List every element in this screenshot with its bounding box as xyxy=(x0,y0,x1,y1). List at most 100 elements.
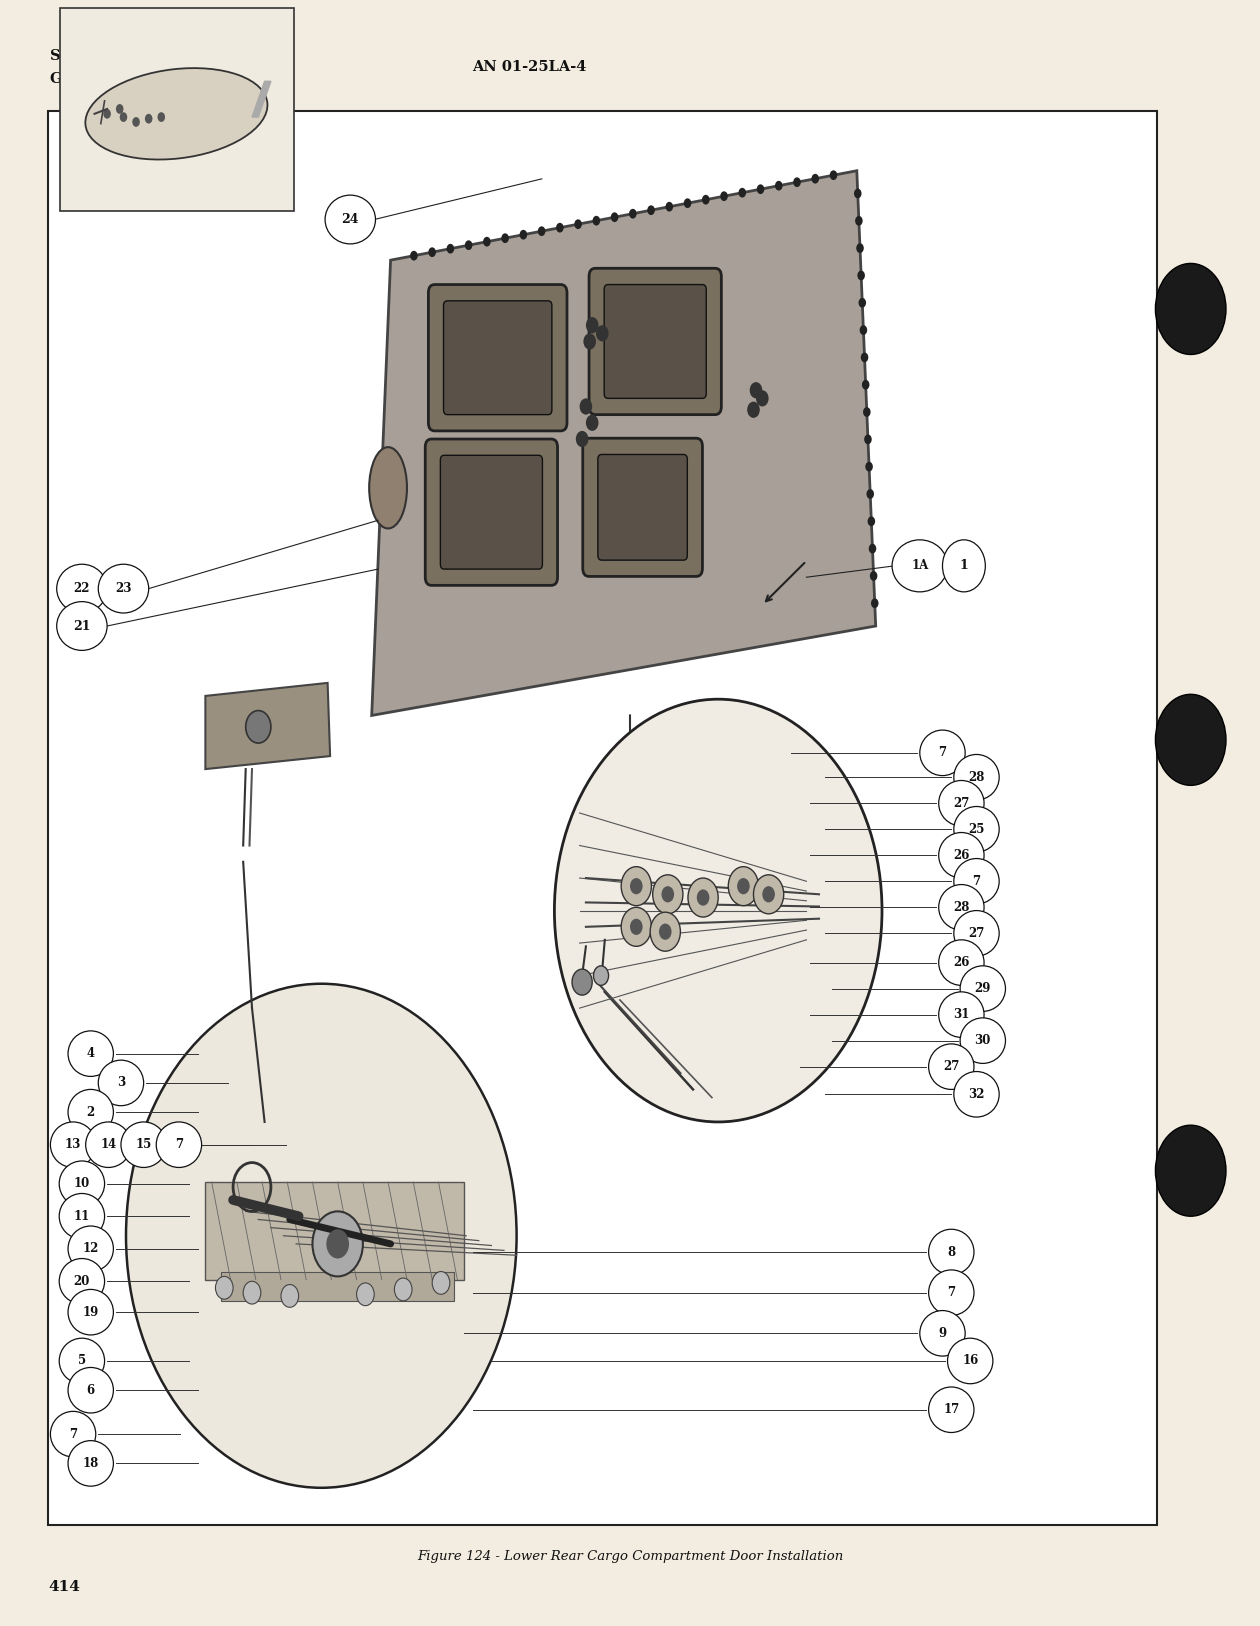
Circle shape xyxy=(629,208,636,218)
Ellipse shape xyxy=(86,68,267,159)
Circle shape xyxy=(1155,694,1226,785)
Circle shape xyxy=(861,353,868,363)
Circle shape xyxy=(854,189,862,198)
Ellipse shape xyxy=(948,1338,993,1384)
Circle shape xyxy=(867,489,874,499)
Text: 30: 30 xyxy=(975,1034,990,1047)
Circle shape xyxy=(621,867,651,906)
Ellipse shape xyxy=(954,1072,999,1117)
Circle shape xyxy=(596,325,609,341)
Ellipse shape xyxy=(920,1311,965,1356)
Bar xyxy=(220,1272,454,1301)
Circle shape xyxy=(753,875,784,914)
Text: 9: 9 xyxy=(939,1327,946,1340)
Text: 6: 6 xyxy=(87,1384,94,1397)
Ellipse shape xyxy=(929,1270,974,1315)
Circle shape xyxy=(158,112,165,122)
Circle shape xyxy=(126,984,517,1488)
Text: 21: 21 xyxy=(73,620,91,633)
Text: Section II: Section II xyxy=(50,49,131,63)
Circle shape xyxy=(611,213,619,223)
Circle shape xyxy=(132,117,140,127)
Circle shape xyxy=(859,325,867,335)
Text: 7: 7 xyxy=(69,1428,77,1441)
Circle shape xyxy=(312,1211,363,1276)
Ellipse shape xyxy=(939,833,984,878)
Text: 4: 4 xyxy=(87,1047,94,1060)
Circle shape xyxy=(580,398,592,415)
Bar xyxy=(60,8,294,211)
Circle shape xyxy=(829,171,837,180)
Ellipse shape xyxy=(68,1031,113,1076)
Circle shape xyxy=(811,174,819,184)
Text: 13: 13 xyxy=(66,1138,81,1151)
Ellipse shape xyxy=(86,1122,131,1167)
Ellipse shape xyxy=(50,1411,96,1457)
Text: 15: 15 xyxy=(136,1138,151,1151)
Circle shape xyxy=(653,875,683,914)
FancyBboxPatch shape xyxy=(590,268,721,415)
Circle shape xyxy=(863,406,871,416)
Circle shape xyxy=(554,699,882,1122)
Text: 26: 26 xyxy=(954,849,969,862)
Text: 28: 28 xyxy=(954,901,969,914)
Text: 16: 16 xyxy=(963,1354,978,1367)
Circle shape xyxy=(794,177,801,187)
Circle shape xyxy=(465,241,472,250)
Circle shape xyxy=(621,907,651,946)
Circle shape xyxy=(575,220,582,229)
Circle shape xyxy=(866,462,873,472)
Text: 26: 26 xyxy=(954,956,969,969)
Text: 14: 14 xyxy=(101,1138,116,1151)
Ellipse shape xyxy=(939,992,984,1037)
Circle shape xyxy=(116,104,123,114)
Circle shape xyxy=(856,216,863,226)
Circle shape xyxy=(868,517,876,527)
Ellipse shape xyxy=(68,1367,113,1413)
Circle shape xyxy=(215,1276,233,1299)
Text: 11: 11 xyxy=(74,1210,89,1223)
Ellipse shape xyxy=(59,1338,105,1384)
Ellipse shape xyxy=(59,1161,105,1206)
Text: Figure 124 - Lower Rear Cargo Compartment Door Installation: Figure 124 - Lower Rear Cargo Compartmen… xyxy=(417,1550,843,1563)
Ellipse shape xyxy=(156,1122,202,1167)
Text: 24: 24 xyxy=(341,213,359,226)
Circle shape xyxy=(869,571,877,580)
Circle shape xyxy=(583,333,596,350)
Circle shape xyxy=(688,878,718,917)
Ellipse shape xyxy=(939,885,984,930)
Text: 1: 1 xyxy=(960,559,968,572)
Polygon shape xyxy=(252,81,271,117)
Ellipse shape xyxy=(98,1060,144,1106)
FancyBboxPatch shape xyxy=(605,285,706,398)
Circle shape xyxy=(750,382,762,398)
Bar xyxy=(48,111,1157,1525)
Text: 23: 23 xyxy=(115,582,132,595)
Circle shape xyxy=(721,192,728,202)
Circle shape xyxy=(243,1281,261,1304)
Ellipse shape xyxy=(939,940,984,985)
Text: 31: 31 xyxy=(954,1008,969,1021)
Circle shape xyxy=(757,184,765,193)
FancyBboxPatch shape xyxy=(426,439,557,585)
Circle shape xyxy=(572,969,592,995)
Text: 17: 17 xyxy=(944,1403,959,1416)
Bar xyxy=(205,1182,464,1280)
Text: 22: 22 xyxy=(73,582,91,595)
Text: 3: 3 xyxy=(117,1076,125,1089)
Ellipse shape xyxy=(942,540,985,592)
Circle shape xyxy=(246,711,271,743)
Text: 7: 7 xyxy=(948,1286,955,1299)
Polygon shape xyxy=(205,683,330,769)
FancyBboxPatch shape xyxy=(582,439,703,577)
Ellipse shape xyxy=(954,754,999,800)
Circle shape xyxy=(501,233,509,242)
Ellipse shape xyxy=(68,1226,113,1272)
Circle shape xyxy=(103,109,111,119)
Circle shape xyxy=(592,216,600,226)
Circle shape xyxy=(738,189,746,198)
Ellipse shape xyxy=(960,1018,1005,1063)
Circle shape xyxy=(483,237,490,247)
Circle shape xyxy=(684,198,692,208)
Ellipse shape xyxy=(325,195,375,244)
